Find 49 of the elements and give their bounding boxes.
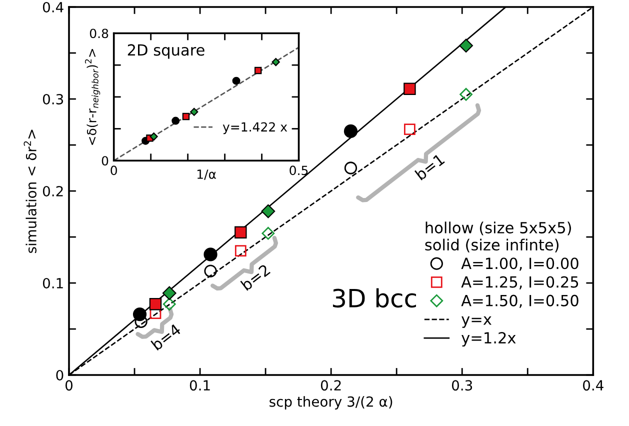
point	[262, 226, 275, 240]
y-tick-label: 0.8	[90, 28, 108, 38]
x-tick-label: 0.5	[290, 166, 308, 176]
legend-label: A=1.00, I=0.00	[461, 258, 578, 271]
annotation: 2D square	[128, 44, 204, 59]
x-axis-title: 1/α	[197, 170, 216, 180]
legend-label: A=1.50, I=0.50	[461, 294, 578, 308]
point	[232, 76, 240, 85]
y-tick-label: 0.4	[42, 2, 64, 12]
y-tick-label: 0.1	[42, 278, 63, 288]
point	[162, 286, 176, 300]
point	[234, 245, 246, 256]
x-tick-label: 0.1	[190, 380, 210, 391]
y-tick-label: 0.3	[42, 94, 64, 104]
y-axis-title: simulation < δr$^{2}$>	[24, 130, 36, 253]
point	[132, 307, 147, 322]
x-axis-title: scp theory 3/(2 α)	[270, 396, 392, 410]
legend-label: A=1.25, I=0.25	[461, 276, 578, 290]
point	[204, 248, 218, 262]
point	[254, 66, 262, 74]
annotation: b=1	[414, 153, 446, 181]
y-axis-title: <δ(r-r$_{neighbor}$)$^{2}$>	[84, 48, 100, 145]
legend-label: y=1.422 x	[222, 122, 288, 134]
point	[344, 162, 358, 174]
point	[150, 132, 158, 141]
point	[190, 108, 198, 116]
point	[204, 264, 217, 278]
y-tick-label: 0	[56, 370, 64, 380]
point	[344, 124, 358, 138]
legend-title: hollow (size 5x5x5) solid (size infinte)	[425, 222, 571, 252]
x-tick-label: 0.3	[452, 380, 472, 391]
point	[261, 204, 276, 218]
x-tick-label: 0.4	[583, 380, 604, 391]
point	[404, 82, 416, 95]
point	[404, 124, 416, 136]
x-tick-label: 0	[66, 380, 72, 391]
x-tick-label: 0.2	[320, 380, 341, 391]
point	[459, 38, 473, 53]
legend-label: y=x	[462, 316, 492, 328]
point	[182, 112, 190, 120]
legend-label: y=1.2x	[462, 332, 516, 347]
y-tick-label: 0.2	[42, 186, 63, 196]
point	[234, 226, 247, 239]
annotation: 3D bcc	[332, 288, 416, 308]
point	[172, 116, 180, 125]
point	[272, 58, 280, 66]
point	[149, 298, 162, 310]
point	[460, 88, 472, 101]
point	[162, 298, 176, 311]
